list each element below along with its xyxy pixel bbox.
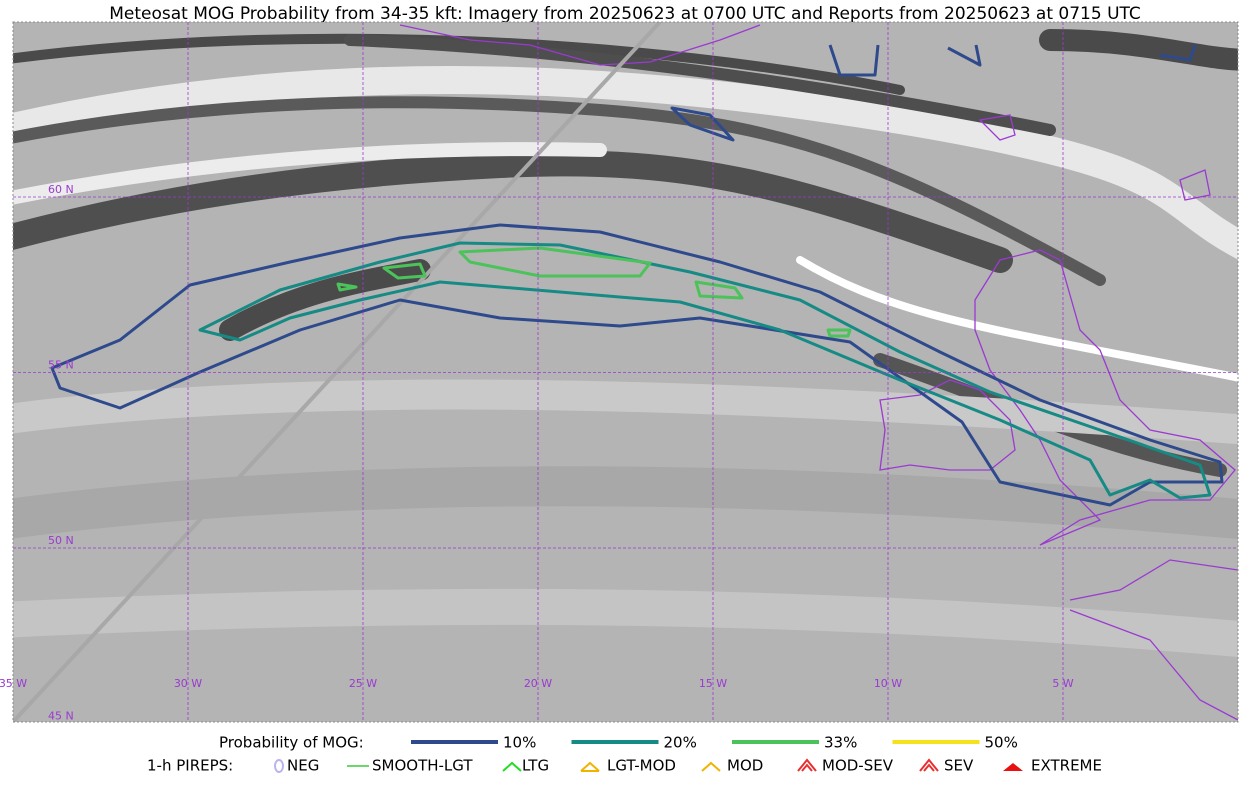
legend-item: 33% [824,734,857,752]
lon-label: 5 W [1052,677,1073,690]
graticule [13,22,1238,722]
legend-item: MOD [727,757,763,775]
lon-label: 35 W [0,677,27,690]
legend-item: 50% [985,734,1018,752]
lon-label: 20 W [524,677,552,690]
lat-label: 50 N [48,534,74,547]
legend-item: SMOOTH-LGT [372,757,473,775]
contour [198,241,1212,500]
legend-label: 1-h PIREPS: [147,757,233,775]
legend-item: LTG [522,757,549,775]
pirep-icon [919,758,939,772]
pirep-icon [274,759,284,773]
title: Meteosat MOG Probability from 34-35 kft:… [109,4,1141,24]
lat-label: 55 N [48,359,74,372]
legend-item: MOD-SEV [822,757,894,775]
legend: Probability of MOG: 10% 20% 33% 50% 1-h PIREP… [147,734,1102,775]
legend-item: 20% [664,734,697,752]
lon-label: 10 W [874,677,902,690]
legend-item: SEV [944,757,974,775]
pirep-icon [797,758,817,772]
coastlines [399,24,1238,721]
pirep-icon [502,761,522,772]
pirep-icon [580,761,600,772]
legend-label: Probability of MOG: [219,734,364,752]
lat-label: 60 N [48,183,74,196]
satellite-track [13,22,662,722]
lat-label: 45 N [48,710,74,723]
lon-label: 30 W [174,677,202,690]
contour [50,44,1224,507]
imagery-streaks [13,29,1238,658]
lon-label: 25 W [349,677,377,690]
pirep-icon [1003,763,1023,771]
legend-item: 10% [503,734,536,752]
map: 60 N 55 N 50 N 45 N 35 W 30 W 25 W 20 W 15 W 10 W… [0,21,1239,723]
contours [50,44,1224,507]
pirep-icon [701,761,721,772]
legend-item: LGT-MOD [607,757,676,775]
legend-item: NEG [287,757,319,775]
map-frame [12,21,1239,723]
legend-item: EXTREME [1031,757,1102,775]
lon-label: 15 W [699,677,727,690]
contour [336,246,852,338]
